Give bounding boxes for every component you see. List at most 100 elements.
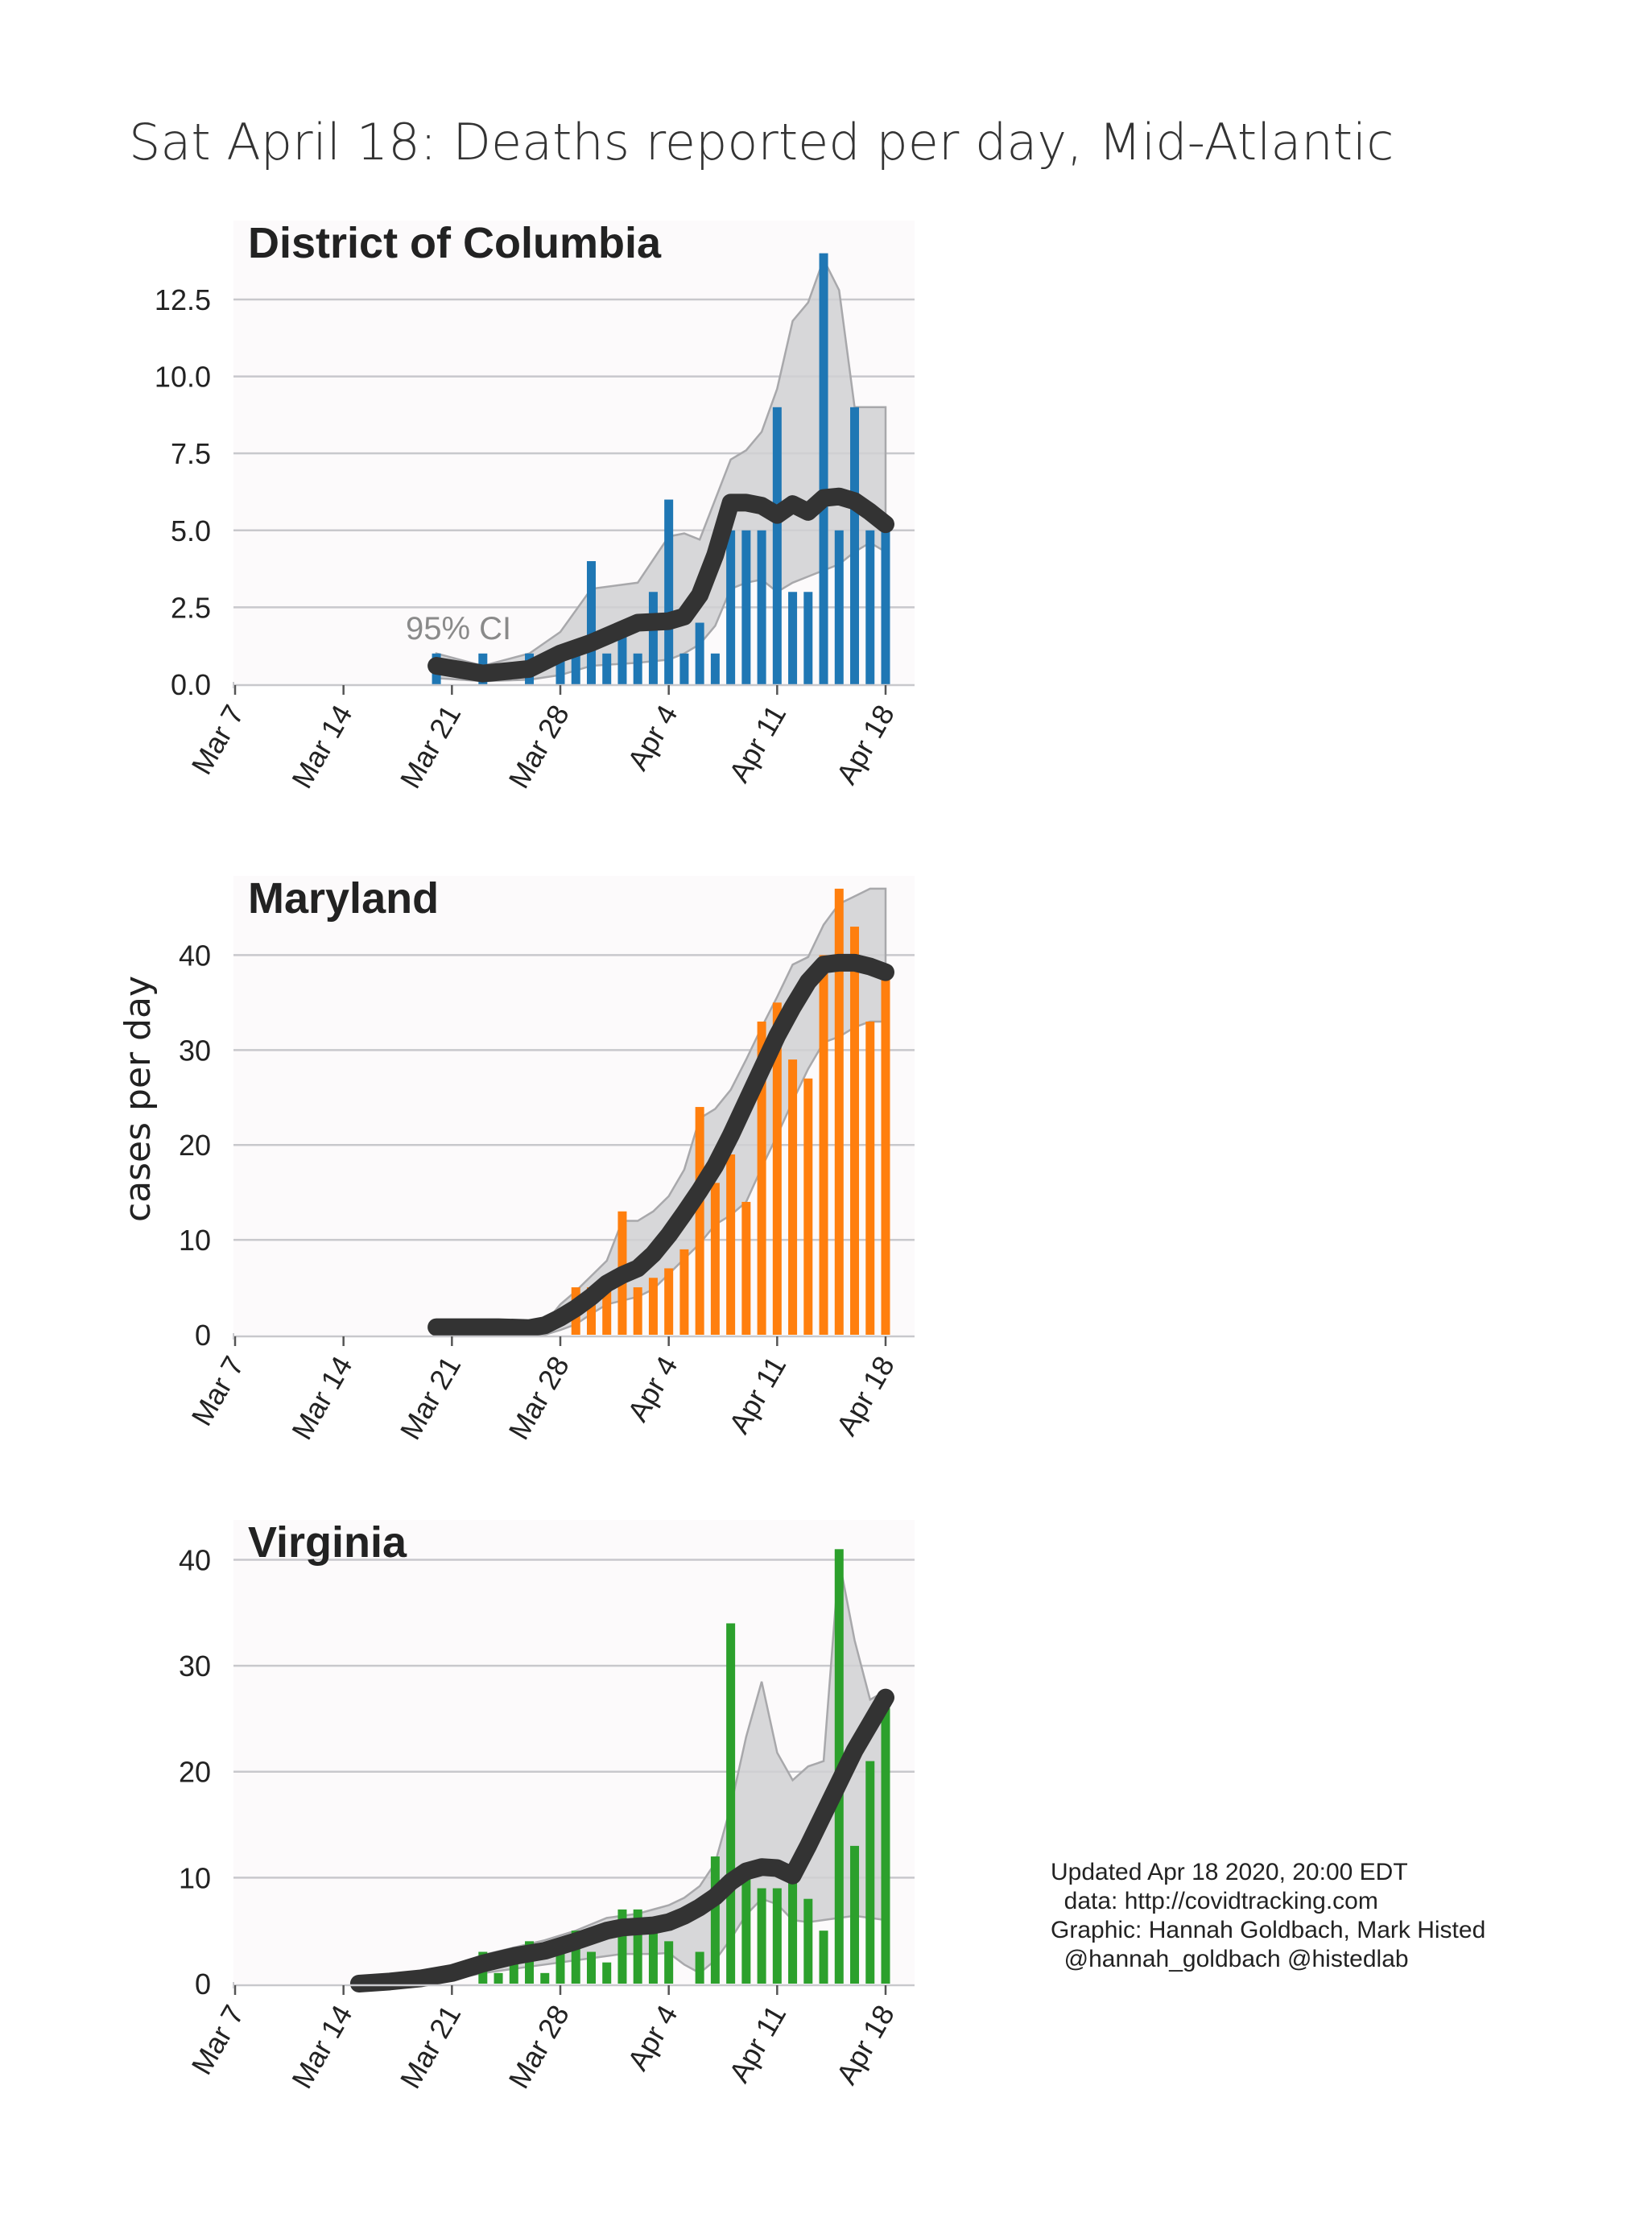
x-tick-label: Apr 4 bbox=[621, 1351, 684, 1427]
credits-data-source: data: http://covidtracking.com bbox=[1051, 1888, 1378, 1914]
bar bbox=[710, 1856, 720, 1984]
y-tick-label: 0.0 bbox=[171, 668, 211, 701]
x-tick-label: Mar 28 bbox=[502, 700, 576, 795]
bar bbox=[819, 253, 828, 684]
bar bbox=[726, 1154, 736, 1335]
panel-title: District of Columbia bbox=[248, 219, 662, 267]
x-tick-label: Mar 21 bbox=[394, 700, 468, 795]
y-tick-label: 10.0 bbox=[155, 361, 211, 394]
y-tick-label: 20 bbox=[179, 1756, 211, 1789]
bar bbox=[571, 653, 580, 684]
bar bbox=[803, 592, 813, 684]
panel-district-of-columbia: 0.0 2.5 5.0 7.5 10.0 12.5 Mar 7 Mar 14 Mar 21 Mar… bbox=[155, 219, 915, 794]
figure-title: Sat April 18: Deaths reported per day, M… bbox=[129, 113, 1394, 171]
bar bbox=[664, 1268, 674, 1335]
x-tick-label: Mar 14 bbox=[285, 1351, 359, 1446]
bar bbox=[788, 1877, 798, 1984]
bar bbox=[710, 1183, 720, 1335]
credits-block: Updated Apr 18 2020, 20:00 EDT data: htt… bbox=[1051, 1858, 1485, 1974]
bar bbox=[633, 1287, 642, 1335]
y-tick-label: 0 bbox=[195, 1319, 211, 1352]
y-tick-label: 7.5 bbox=[171, 437, 211, 470]
bar bbox=[819, 1930, 828, 1984]
y-axis-label: cases per day bbox=[118, 976, 159, 1222]
bar bbox=[726, 1623, 736, 1984]
bar bbox=[881, 974, 890, 1335]
bar bbox=[881, 1708, 890, 1984]
ci-annotation: 95% CI bbox=[406, 611, 511, 646]
bar bbox=[881, 530, 890, 684]
bar bbox=[788, 592, 798, 684]
bar bbox=[509, 1962, 518, 1984]
y-tick-label: 30 bbox=[179, 1650, 211, 1683]
bar bbox=[586, 1951, 596, 1984]
bar bbox=[834, 530, 844, 684]
bar bbox=[602, 1287, 612, 1335]
trend-line bbox=[427, 487, 894, 683]
x-tick-label: Apr 4 bbox=[621, 2000, 684, 2076]
bar bbox=[633, 653, 642, 684]
credits-handles: @hannah_goldbach @histedlab bbox=[1051, 1946, 1409, 1972]
y-tick-label: 20 bbox=[179, 1129, 211, 1162]
x-tick-label: Apr 4 bbox=[621, 700, 684, 776]
bar bbox=[726, 530, 736, 684]
y-tick-label: 5.0 bbox=[171, 514, 211, 547]
x-tick-label: Mar 7 bbox=[184, 1351, 250, 1431]
bar bbox=[865, 530, 875, 684]
x-tick-label: Apr 18 bbox=[829, 2000, 901, 2090]
bar bbox=[772, 407, 782, 684]
bar bbox=[695, 1107, 704, 1335]
y-tick-label: 30 bbox=[179, 1034, 211, 1067]
y-tick-label: 0 bbox=[195, 1968, 211, 2001]
bar bbox=[865, 1761, 875, 1984]
bar bbox=[648, 1278, 658, 1335]
bar bbox=[741, 1201, 751, 1335]
panel-maryland: 0 10 20 30 40 Mar 7 Mar 14 Mar 21 Mar 28 Apr 4 Apr… bbox=[179, 874, 915, 1445]
x-tick-label: Mar 14 bbox=[285, 700, 359, 795]
x-tick-label: Apr 11 bbox=[722, 700, 792, 788]
bar bbox=[850, 1845, 860, 1984]
bar bbox=[494, 1972, 503, 1984]
panel-title: Virginia bbox=[248, 1518, 407, 1567]
credits-updated: Updated Apr 18 2020, 20:00 EDT bbox=[1051, 1859, 1408, 1885]
y-tick-label: 12.5 bbox=[155, 283, 211, 316]
bar bbox=[555, 1951, 565, 1984]
x-tick-label: Apr 11 bbox=[722, 1351, 792, 1439]
bar bbox=[602, 653, 612, 684]
bar bbox=[757, 1888, 766, 1984]
x-tick-label: Mar 28 bbox=[502, 1351, 576, 1446]
bar bbox=[664, 1941, 674, 1984]
bar bbox=[710, 653, 720, 684]
bar bbox=[617, 622, 627, 684]
bar bbox=[803, 1898, 813, 1984]
plot-background bbox=[233, 876, 915, 1335]
bar bbox=[664, 499, 674, 684]
bar bbox=[648, 592, 658, 684]
bar bbox=[695, 622, 704, 684]
bar bbox=[850, 407, 860, 684]
trend-line bbox=[349, 1688, 894, 1992]
bar bbox=[586, 561, 596, 684]
panel-virginia: 0 10 20 30 40 Mar 7 Mar 14 Mar 21 Mar 28 Apr 4 Apr… bbox=[179, 1518, 915, 2094]
x-tick-label: Mar 21 bbox=[394, 2000, 468, 2095]
bar bbox=[788, 1059, 798, 1335]
bar bbox=[679, 653, 689, 684]
bar bbox=[571, 1930, 580, 1984]
bar bbox=[648, 1930, 658, 1984]
bar bbox=[540, 1972, 550, 1984]
bar bbox=[772, 1002, 782, 1335]
y-tick-label: 10 bbox=[179, 1224, 211, 1257]
x-tick-label: Apr 18 bbox=[829, 1351, 901, 1441]
x-tick-label: Apr 18 bbox=[829, 700, 901, 790]
bar bbox=[679, 1249, 689, 1335]
bar bbox=[819, 955, 828, 1335]
bar bbox=[633, 1909, 642, 1984]
bar bbox=[865, 1021, 875, 1335]
bar bbox=[525, 1941, 535, 1984]
bar bbox=[617, 1909, 627, 1984]
x-tick-label: Mar 21 bbox=[394, 1351, 468, 1446]
x-tick-label: Mar 7 bbox=[184, 2000, 250, 2080]
x-tick-label: Apr 11 bbox=[722, 2000, 792, 2088]
bar bbox=[555, 653, 565, 684]
